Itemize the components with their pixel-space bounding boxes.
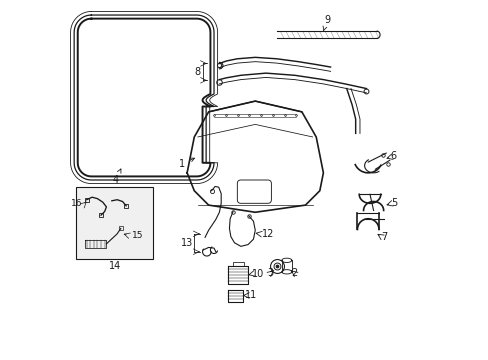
Text: 7: 7 (381, 232, 387, 242)
Text: 12: 12 (261, 229, 274, 239)
Text: 6: 6 (390, 150, 396, 161)
Text: 5: 5 (390, 198, 396, 208)
Text: 2: 2 (291, 268, 297, 278)
Bar (76, 187, 153, 259)
Text: 11: 11 (244, 291, 256, 301)
Text: 14: 14 (109, 261, 122, 271)
Text: 4: 4 (112, 169, 121, 185)
Text: 3: 3 (267, 268, 273, 278)
Text: 9: 9 (323, 15, 329, 31)
Text: 16: 16 (71, 199, 82, 208)
Text: 8: 8 (194, 67, 200, 77)
Text: 1: 1 (178, 158, 194, 169)
Text: 13: 13 (181, 238, 193, 248)
Text: 15: 15 (131, 231, 143, 240)
Text: 10: 10 (252, 269, 264, 279)
